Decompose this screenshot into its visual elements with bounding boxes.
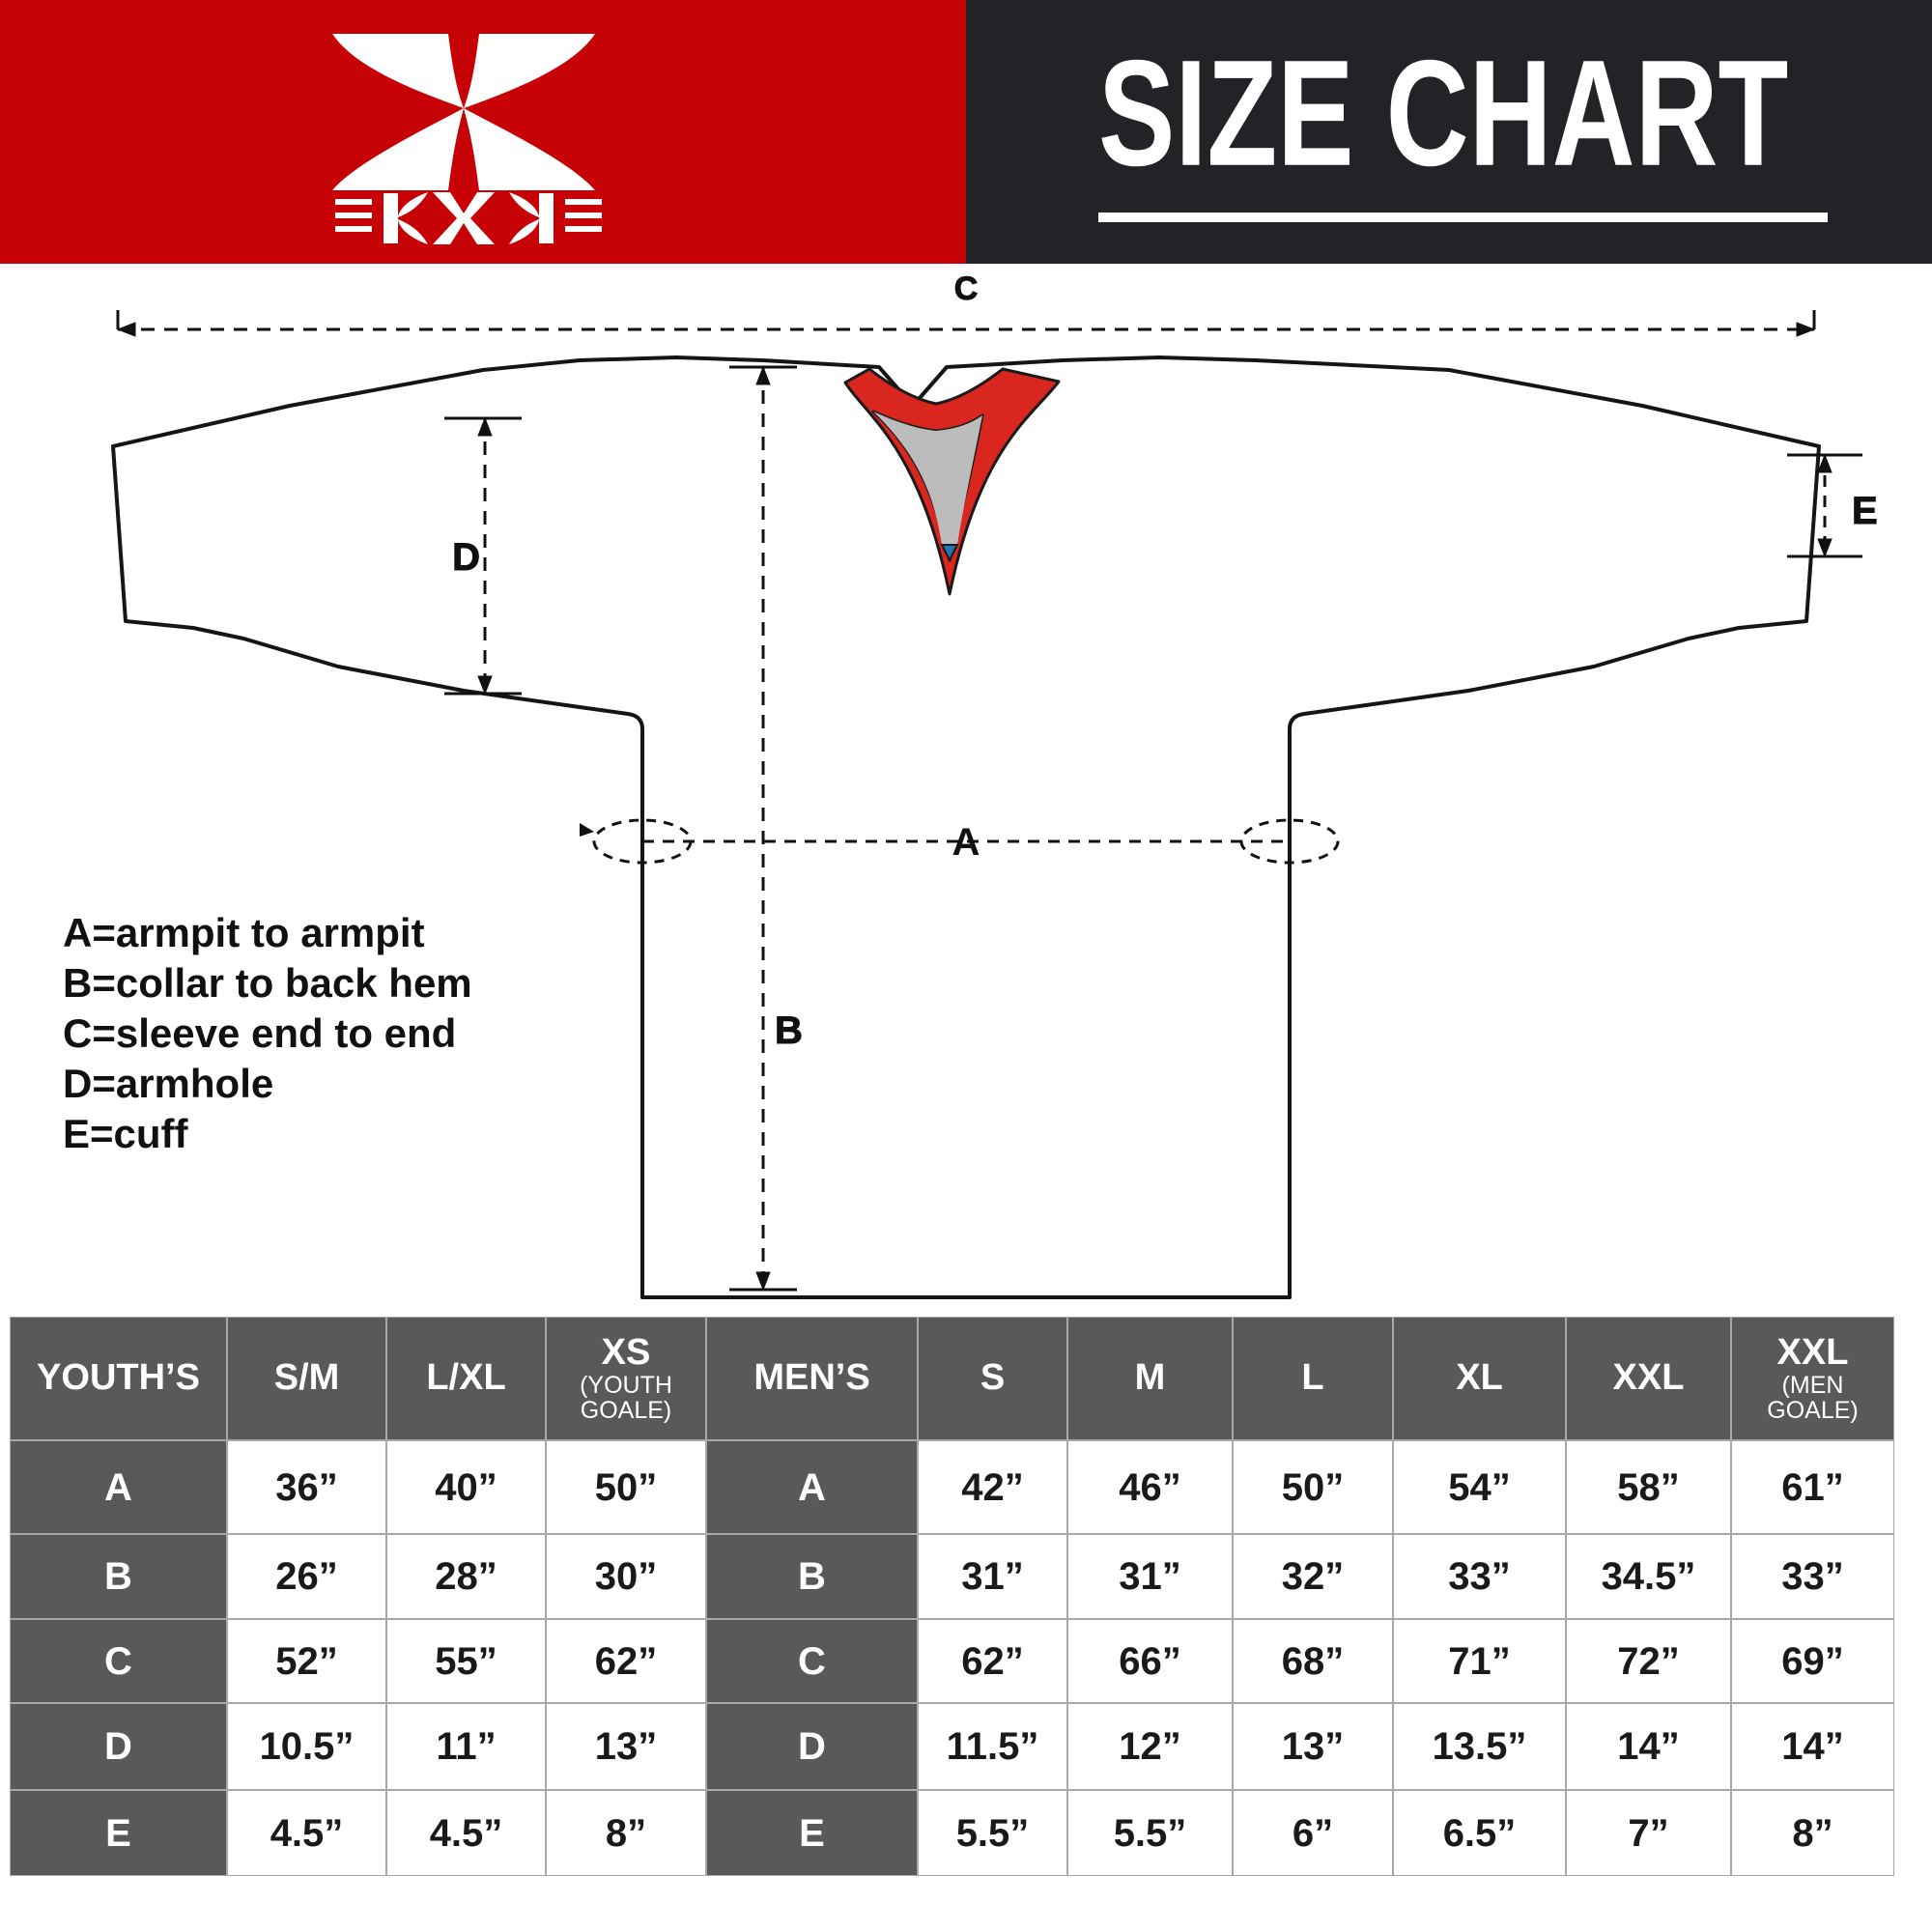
svg-text:D=armhole: D=armhole bbox=[63, 1061, 273, 1106]
svg-text:E=cuff: E=cuff bbox=[63, 1111, 189, 1156]
svg-text:A: A bbox=[952, 821, 980, 864]
svg-text:E: E bbox=[1852, 490, 1878, 532]
svg-text:C: C bbox=[954, 270, 979, 307]
svg-text:B: B bbox=[775, 1009, 803, 1052]
svg-text:B=collar to back hem: B=collar to back hem bbox=[63, 960, 472, 1006]
svg-text:A=armpit to armpit: A=armpit to armpit bbox=[63, 910, 425, 955]
svg-text:C=sleeve end to end: C=sleeve end to end bbox=[63, 1010, 456, 1056]
svg-text:D: D bbox=[452, 536, 480, 579]
